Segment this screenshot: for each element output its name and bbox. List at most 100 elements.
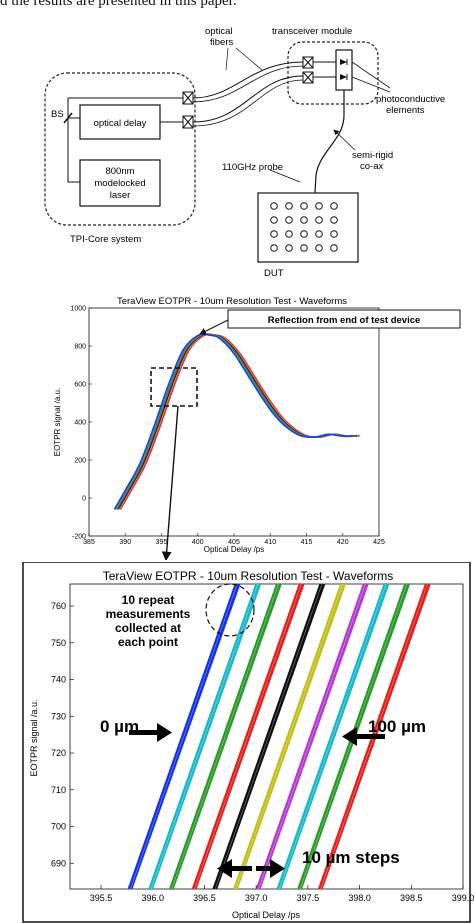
label-tpi-core: TPI-Core system xyxy=(70,234,141,245)
zoom-series-line xyxy=(280,584,390,889)
label-optical-delay: optical delay xyxy=(94,118,147,129)
zoom-series-line xyxy=(256,584,365,889)
label-laser-3: laser xyxy=(110,190,131,201)
zoom-series-line xyxy=(172,584,282,889)
dut-contact xyxy=(285,244,293,252)
y-tick-label: 760 xyxy=(51,601,66,611)
label-laser-1: 800nm xyxy=(105,166,134,177)
dut-contact xyxy=(315,230,323,238)
x-tick-label: 396.5 xyxy=(193,893,216,903)
x-tick-label: 415 xyxy=(301,539,313,546)
zoom-series-line xyxy=(171,584,281,889)
zoom-series-line xyxy=(276,584,385,889)
dut-contact xyxy=(270,244,278,252)
label-coax: co-ax xyxy=(360,161,383,172)
y-tick-label: 750 xyxy=(51,638,66,648)
y-tick-label: -200 xyxy=(72,534,86,541)
x-tick-label: 399.0 xyxy=(452,893,474,903)
zoom-series-line xyxy=(215,584,325,889)
annot-repeat-1: 10 repeat xyxy=(122,593,175,607)
zoom-series-line xyxy=(234,584,343,889)
zoom-series-line xyxy=(150,584,260,889)
label-optical: optical xyxy=(205,26,232,37)
zoom-series-line xyxy=(259,584,369,889)
label-fibers: fibers xyxy=(210,37,233,48)
waveform-overview-chart: TeraView EOTPR - 10um Resolution Test - … xyxy=(53,296,461,560)
zoom-series-line xyxy=(214,584,324,889)
dut-contact xyxy=(315,216,323,224)
zoom-series-line xyxy=(216,584,326,889)
zoom-series-line xyxy=(168,584,278,889)
dut-contact xyxy=(285,216,293,224)
label-bs: BS xyxy=(51,109,64,120)
zoom-series-line xyxy=(233,584,342,889)
dut-contact xyxy=(330,216,338,224)
y-tick-label: 740 xyxy=(51,675,66,685)
y-tick-label: 1000 xyxy=(70,306,86,313)
transceiver-box xyxy=(287,41,379,105)
reflection-annotation-box xyxy=(227,309,461,329)
zoom-trace-highlight xyxy=(130,584,238,889)
dut-contact xyxy=(285,202,293,210)
chart2-xlabel: Optical Delay /ps xyxy=(232,910,301,920)
dut-contact xyxy=(315,202,323,210)
waveform-zoom-chart: TeraView EOTPR - 10um Resolution Test - … xyxy=(22,562,474,923)
dut-contact xyxy=(270,230,278,238)
dut-contact xyxy=(315,244,323,252)
zoom-trace-highlight xyxy=(235,584,343,889)
arrow-steps-left xyxy=(217,859,252,878)
x-tick-label: 385 xyxy=(83,539,95,546)
zoom-series-line xyxy=(172,584,282,889)
arrow-steps-right xyxy=(256,859,285,878)
x-tick-label: 395 xyxy=(156,539,168,546)
zoom-series-line xyxy=(212,584,321,889)
label-elements: elements xyxy=(386,105,425,116)
laser-box xyxy=(79,159,161,207)
annot-repeat-4: each point xyxy=(118,635,178,649)
x-tick-label: 390 xyxy=(119,539,131,546)
label-dut: DUT xyxy=(264,268,284,279)
y-tick-label: 720 xyxy=(51,748,66,758)
reflection-annotation: Reflection from end of test device xyxy=(268,315,421,326)
zoom-series-line xyxy=(233,584,342,889)
zoom-series-line xyxy=(128,584,237,889)
dut-contact xyxy=(270,216,278,224)
setup-diagram: optical fibers transceiver module photoc… xyxy=(44,26,445,279)
y-tick-label: 600 xyxy=(74,382,86,389)
y-tick-label: 700 xyxy=(51,822,66,832)
chart2-ylabel: EOTPR signal /a.u. xyxy=(29,699,39,776)
zoom-trace-highlight xyxy=(258,584,366,889)
y-tick-label: 730 xyxy=(51,711,66,721)
zoom-series-line xyxy=(127,584,236,889)
dut-contact xyxy=(300,230,308,238)
repeat-circle xyxy=(205,583,255,637)
chart2-title: TeraView EOTPR - 10um Resolution Test - … xyxy=(103,569,394,583)
x-tick-label: 400 xyxy=(192,539,204,546)
dut-contact xyxy=(285,230,293,238)
zoom-series-line xyxy=(128,584,238,889)
y-tick-label: 400 xyxy=(74,420,86,427)
annot-steps: 10 µm steps xyxy=(302,848,400,867)
x-tick-label: 410 xyxy=(264,539,276,546)
y-tick-label: 690 xyxy=(51,858,66,868)
zoom-series-line xyxy=(152,584,262,889)
zoom-series-line xyxy=(258,584,368,889)
zoom-series-line xyxy=(130,584,240,889)
chart1-title: TeraView EOTPR - 10um Resolution Test - … xyxy=(117,296,347,307)
arrow-hundred xyxy=(342,727,385,746)
x-tick-label: 420 xyxy=(337,539,349,546)
zoom-region-box xyxy=(150,367,198,407)
label-probe: 110GHz probe xyxy=(222,162,283,173)
dut-contact xyxy=(300,244,308,252)
dut-contact xyxy=(300,202,308,210)
zoom-series-line xyxy=(213,584,323,889)
annot-hundred: 100 µm xyxy=(368,717,426,736)
zoom-series-line xyxy=(169,584,278,889)
zoom-series-line xyxy=(130,584,239,889)
zoom-series-line xyxy=(170,584,279,889)
zoom-series-line xyxy=(149,584,258,889)
dut-contact xyxy=(330,244,338,252)
x-tick-label: 425 xyxy=(373,539,385,546)
zoom-trace-highlight xyxy=(279,584,387,889)
zoom-series-line xyxy=(236,584,346,889)
